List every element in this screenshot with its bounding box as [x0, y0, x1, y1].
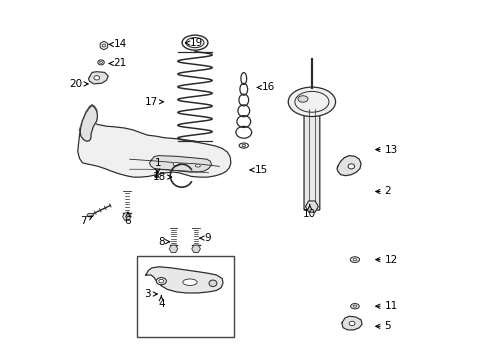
Ellipse shape: [100, 61, 102, 63]
Text: 6: 6: [124, 212, 131, 226]
Ellipse shape: [87, 213, 93, 217]
Polygon shape: [88, 72, 108, 84]
Text: 17: 17: [144, 97, 163, 107]
Text: 12: 12: [375, 255, 397, 265]
Ellipse shape: [352, 258, 356, 261]
Ellipse shape: [94, 76, 100, 80]
FancyBboxPatch shape: [304, 94, 319, 210]
Ellipse shape: [347, 164, 354, 169]
Polygon shape: [336, 156, 360, 176]
Ellipse shape: [98, 60, 104, 65]
Ellipse shape: [208, 280, 217, 287]
Text: 10: 10: [303, 205, 316, 219]
Text: 21: 21: [109, 58, 126, 68]
Ellipse shape: [195, 164, 200, 167]
Ellipse shape: [297, 96, 307, 102]
Text: 3: 3: [144, 289, 157, 299]
Ellipse shape: [348, 321, 354, 325]
Text: 8: 8: [158, 237, 169, 247]
Polygon shape: [80, 105, 97, 141]
Text: 18: 18: [153, 172, 171, 182]
Polygon shape: [149, 156, 211, 172]
Ellipse shape: [183, 279, 197, 285]
Text: 16: 16: [257, 82, 274, 93]
Ellipse shape: [287, 87, 335, 117]
Text: 1: 1: [154, 158, 161, 173]
Ellipse shape: [349, 257, 359, 262]
Text: 7: 7: [80, 216, 92, 226]
Polygon shape: [145, 267, 223, 293]
Polygon shape: [78, 105, 230, 177]
Text: 4: 4: [158, 296, 164, 309]
Ellipse shape: [350, 303, 359, 309]
Text: 5: 5: [375, 321, 390, 331]
Text: 15: 15: [249, 165, 267, 175]
Ellipse shape: [173, 162, 179, 166]
Text: 2: 2: [375, 186, 390, 197]
Text: 20: 20: [69, 79, 88, 89]
Text: 19: 19: [185, 38, 203, 48]
Ellipse shape: [155, 175, 158, 177]
Ellipse shape: [353, 305, 356, 307]
Text: 11: 11: [375, 301, 397, 311]
Text: 14: 14: [109, 40, 126, 49]
Ellipse shape: [156, 278, 166, 285]
Polygon shape: [341, 316, 362, 330]
Bar: [137, 256, 234, 337]
Text: 9: 9: [200, 233, 210, 243]
Text: 13: 13: [375, 144, 397, 154]
